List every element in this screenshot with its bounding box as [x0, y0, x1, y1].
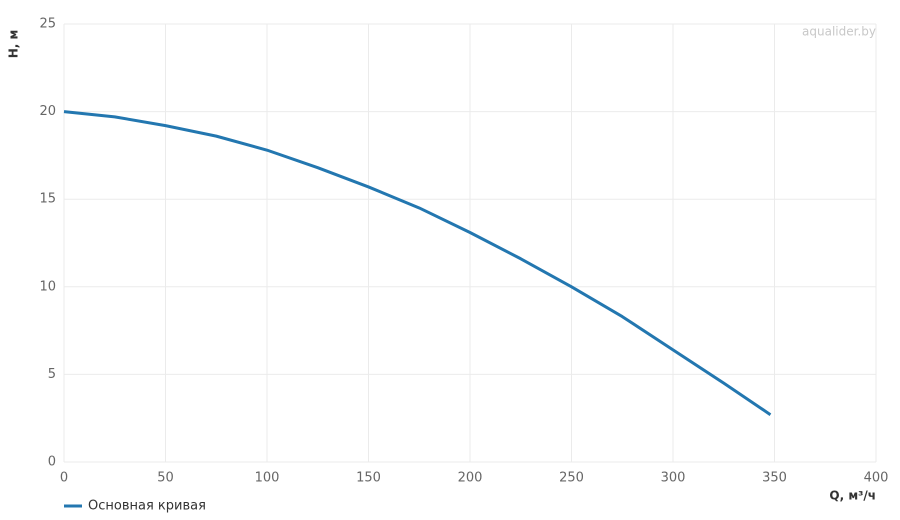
line: [63, 110, 772, 416]
x-tick-label: 100: [255, 471, 280, 486]
y-tick-label: 5: [48, 367, 56, 382]
x-tick-label: 350: [762, 471, 787, 486]
x-tick-label: 0: [60, 471, 68, 486]
y-tick-label: 0: [48, 455, 56, 470]
x-tick-label: 50: [157, 471, 174, 486]
legend-label: Основная кривая: [88, 499, 206, 514]
y-axis-label: H, м: [7, 30, 21, 59]
y-tick-label: 10: [39, 279, 56, 294]
x-tick-label: 300: [661, 471, 686, 486]
x-tick-label: 200: [458, 471, 483, 486]
y-tick-label: 20: [39, 104, 56, 119]
y-tick-label: 25: [39, 17, 56, 32]
x-axis-label: Q, м³/ч: [829, 489, 876, 503]
x-tick-label: 150: [356, 471, 381, 486]
y-tick-label: 15: [39, 192, 56, 207]
watermark: aqualider.by: [802, 25, 876, 39]
x-tick-label: 400: [864, 471, 889, 486]
x-tick-label: 250: [559, 471, 584, 486]
